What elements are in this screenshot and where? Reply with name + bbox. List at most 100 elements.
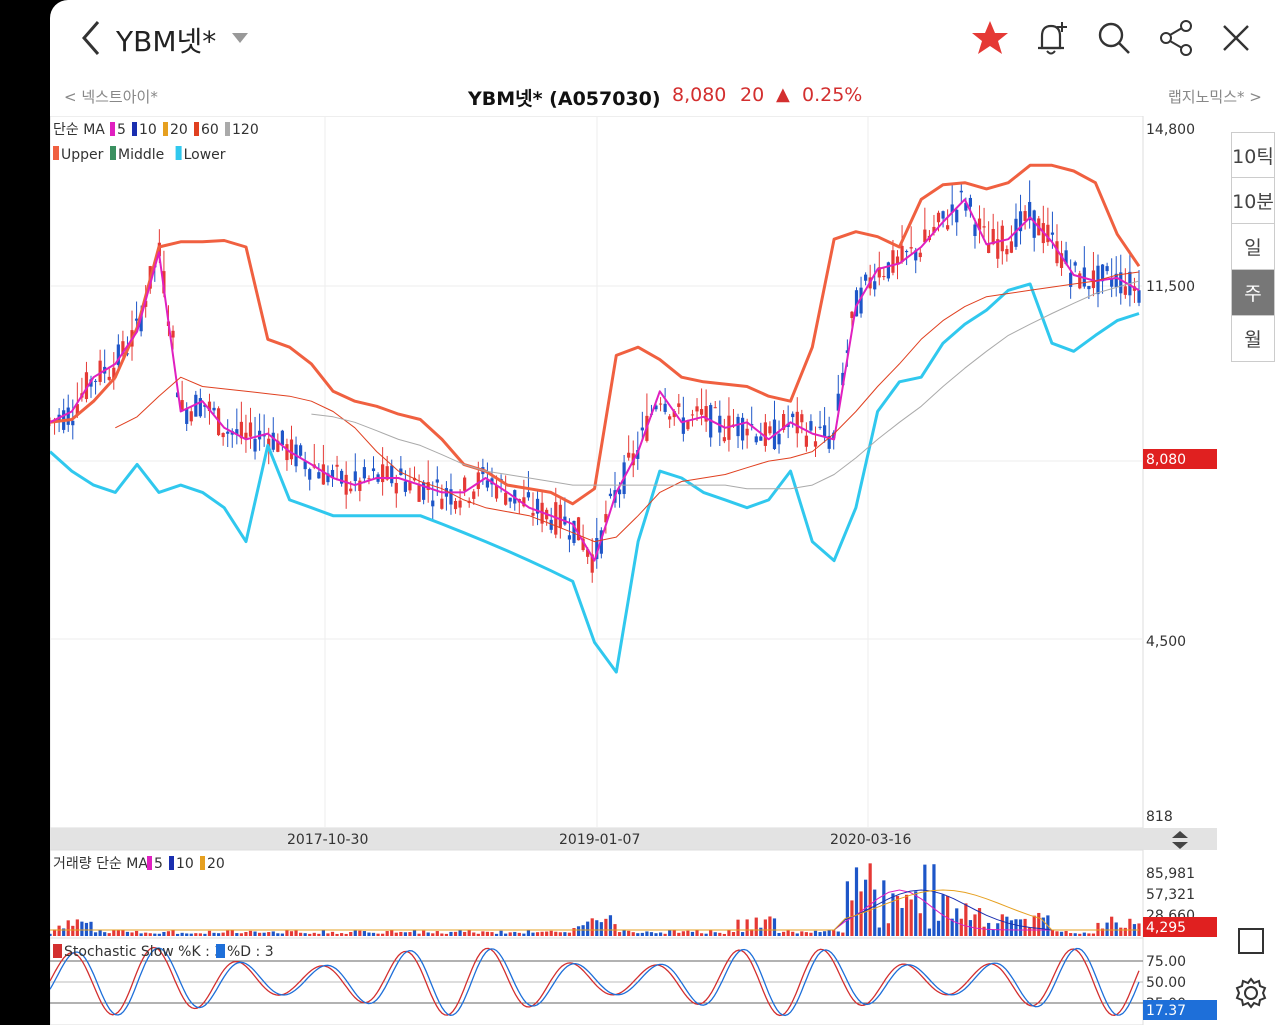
candle-body	[886, 262, 890, 279]
stoch-current-tag: 17.37	[1146, 1003, 1186, 1019]
period-month[interactable]: 월	[1231, 316, 1275, 362]
volume-bar	[312, 932, 316, 936]
prev-stock-link[interactable]: < 넥스트아이*	[64, 88, 158, 106]
candle-body	[435, 479, 439, 483]
volume-ma-lines	[50, 889, 1139, 931]
price-tick: 4,500	[1146, 634, 1186, 650]
candle-body	[759, 436, 763, 441]
volume-bar	[1078, 933, 1082, 936]
close-icon[interactable]	[1214, 16, 1258, 60]
stock-chart-svg[interactable]: 단순 MA 5 10 20 60 120 Upper Middle Lower 14,800…	[50, 115, 1280, 1025]
bell-plus-icon[interactable]	[1030, 16, 1074, 60]
date-tick: 2019-01-07	[559, 832, 640, 848]
candle-body	[1009, 241, 1014, 253]
candle-body	[877, 267, 881, 278]
candle-body	[171, 330, 175, 338]
price-tick: 11,500	[1146, 279, 1195, 295]
period-10tick[interactable]: 10틱	[1231, 132, 1275, 178]
period-week[interactable]: 주	[1231, 270, 1275, 316]
candle-body	[1073, 262, 1077, 266]
ma-legend-swatch	[110, 122, 115, 136]
dropdown-icon[interactable]	[230, 30, 250, 49]
volume-bar	[1100, 928, 1105, 936]
ma-legend-swatch	[132, 122, 137, 136]
volume-bar	[75, 919, 79, 936]
volume-bar	[230, 930, 234, 936]
volume-bar	[982, 926, 986, 936]
candle-body	[362, 467, 366, 479]
next-stock-link[interactable]: 랩지노믹스* >	[1168, 88, 1262, 106]
candle-body	[590, 554, 594, 573]
ma-legend-label: 120	[232, 122, 259, 138]
volume-bar	[873, 889, 877, 936]
volume-bar	[130, 932, 134, 936]
candle-body	[1000, 225, 1004, 252]
vol-legend-swatch	[147, 856, 152, 870]
candle-body	[608, 493, 613, 497]
square-icon[interactable]	[1236, 926, 1266, 960]
volume-bar	[194, 933, 198, 936]
candle-body	[572, 520, 576, 543]
volume-bar	[777, 932, 781, 936]
period-day[interactable]: 일	[1231, 224, 1275, 270]
candle-body	[686, 421, 690, 430]
chart-area[interactable]: 단순 MA 5 10 20 60 120 Upper Middle Lower 14,800…	[50, 115, 1280, 1025]
stoch-tick: 75.00	[1146, 954, 1186, 970]
star-icon[interactable]	[968, 16, 1012, 60]
candle-body	[636, 450, 640, 459]
share-icon[interactable]	[1154, 16, 1198, 60]
volume-bar	[968, 920, 973, 936]
candle-body	[276, 440, 280, 452]
volume-bar	[494, 933, 499, 936]
resize-handle-icon[interactable]	[1172, 831, 1188, 849]
volume-bar	[508, 932, 512, 936]
search-icon[interactable]	[1092, 16, 1136, 60]
back-icon[interactable]	[76, 18, 106, 62]
candle-body	[882, 276, 886, 278]
candle-body	[841, 372, 845, 386]
candle-body	[567, 535, 572, 540]
candle-body	[895, 256, 900, 265]
volume-bar	[563, 932, 567, 936]
volume-bar	[736, 919, 740, 936]
candle-body	[526, 492, 531, 498]
volume-bar	[690, 931, 695, 936]
volume-bar	[157, 933, 161, 936]
candle-body	[864, 274, 868, 281]
candle-body	[891, 250, 895, 273]
volume-bar	[722, 933, 726, 936]
volume-bar	[303, 933, 307, 936]
volume-bar	[754, 917, 758, 936]
volume-bar	[936, 920, 941, 936]
stock-title[interactable]: YBM넷*	[116, 25, 217, 58]
volume-bar	[449, 931, 453, 936]
volume-bar	[1005, 916, 1009, 936]
candle-body	[308, 469, 312, 480]
candle-body	[253, 438, 257, 452]
candle-body	[1110, 278, 1114, 287]
bb-legend-swatch	[110, 146, 116, 160]
candle-body	[321, 464, 325, 485]
volume-bar	[267, 932, 271, 936]
stochastic-line	[50, 946, 1140, 1017]
candle-body	[453, 500, 458, 510]
candle-body	[417, 485, 421, 502]
candle-body	[668, 416, 672, 420]
volume-bar	[1119, 927, 1123, 936]
volume-bar	[891, 893, 895, 936]
volume-bar	[1110, 916, 1114, 936]
volume-bar	[257, 932, 262, 936]
settings-gear-icon[interactable]	[1234, 976, 1268, 1014]
series-line-60	[115, 271, 1140, 543]
volume-bar	[403, 932, 408, 936]
volume-bar	[166, 931, 171, 936]
bb-legend-label: Middle	[118, 147, 164, 163]
volume-bar	[280, 933, 284, 936]
volume-bar	[686, 930, 690, 936]
volume-tick: 57,321	[1146, 887, 1195, 903]
candle-body	[813, 441, 818, 447]
candle-body	[850, 311, 854, 319]
volume-bar	[66, 920, 70, 936]
volume-bar	[1000, 914, 1004, 936]
period-10min[interactable]: 10분	[1231, 178, 1275, 224]
